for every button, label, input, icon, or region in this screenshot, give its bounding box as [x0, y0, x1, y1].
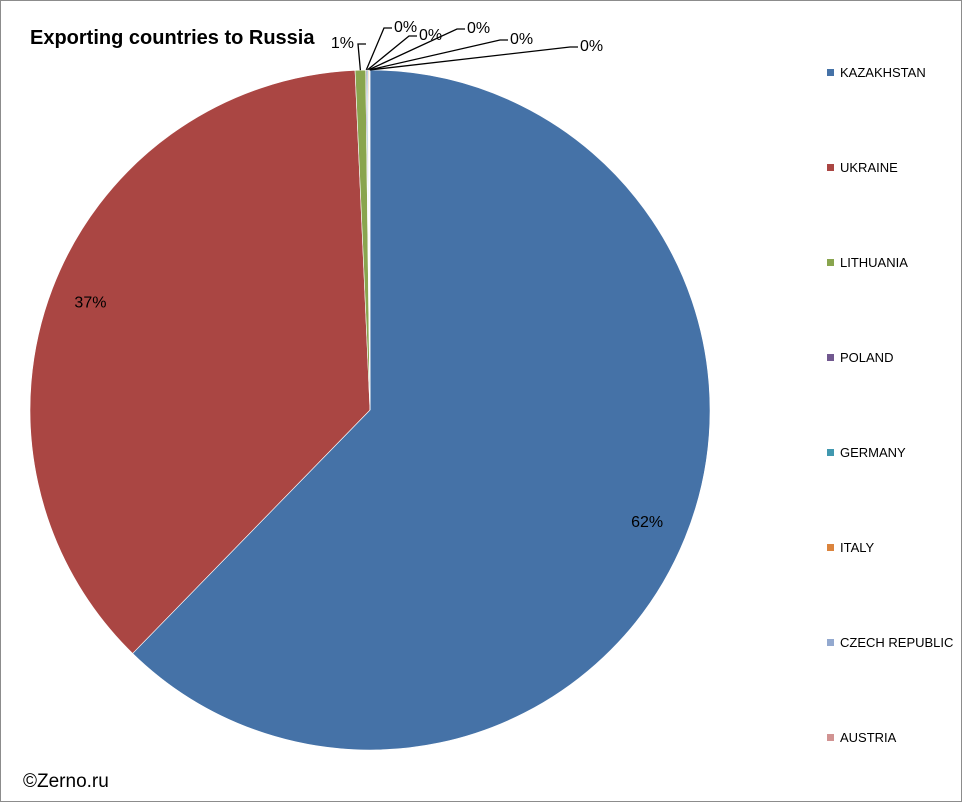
data-label-poland: 0% [394, 19, 417, 36]
chart-title: Exporting countries to Russia [30, 27, 315, 49]
leader-line [368, 28, 465, 71]
legend-item-germany: GERMANY [827, 445, 906, 460]
legend-swatch [827, 164, 834, 171]
data-label-lithuania: 1% [331, 35, 354, 52]
pie-slice-ukraine [29, 70, 371, 654]
legend-label: POLAND [840, 350, 894, 365]
data-label-kazakhstan: 62% [631, 514, 663, 531]
legend-label: CZECH REPUBLIC [840, 635, 954, 650]
legend-label: KAZAKHSTAN [840, 65, 926, 80]
legend-item-kazakhstan: KAZAKHSTAN [827, 65, 926, 80]
leader-line [366, 35, 417, 71]
legend-item-austria: AUSTRIA [827, 730, 896, 745]
legend-item-ukraine: UKRAINE [827, 160, 898, 175]
legend-label: ITALY [840, 540, 875, 555]
legend-swatch [827, 354, 834, 361]
data-label-italy: 0% [467, 20, 490, 37]
legend-item-poland: POLAND [827, 350, 893, 365]
data-label-czech-republic: 0% [510, 31, 533, 48]
data-label-ukraine: 37% [74, 295, 106, 312]
legend-item-italy: ITALY [827, 540, 874, 555]
legend-item-czech-republic: CZECH REPUBLIC [827, 635, 953, 650]
legend-label: UKRAINE [840, 160, 898, 175]
legend-swatch [827, 449, 834, 456]
legend-swatch [827, 639, 834, 646]
data-label-germany: 0% [419, 27, 442, 44]
legend: KAZAKHSTAN UKRAINE LITHUANIA POLAND GERM… [827, 1, 961, 801]
leader-line [365, 27, 392, 71]
pie-slice-kazakhstan [132, 69, 711, 751]
legend-swatch [827, 259, 834, 266]
legend-label: AUSTRIA [840, 730, 897, 745]
legend-item-lithuania: LITHUANIA [827, 255, 908, 270]
data-label-austria: 0% [580, 38, 603, 55]
legend-swatch [827, 734, 834, 741]
leader-line [368, 39, 508, 71]
leader-line [357, 43, 366, 71]
legend-swatch [827, 69, 834, 76]
copyright-text: ©Zerno.ru [23, 771, 109, 792]
leader-line [369, 46, 578, 71]
legend-label: GERMANY [840, 445, 906, 460]
legend-swatch [827, 544, 834, 551]
legend-label: LITHUANIA [840, 255, 908, 270]
